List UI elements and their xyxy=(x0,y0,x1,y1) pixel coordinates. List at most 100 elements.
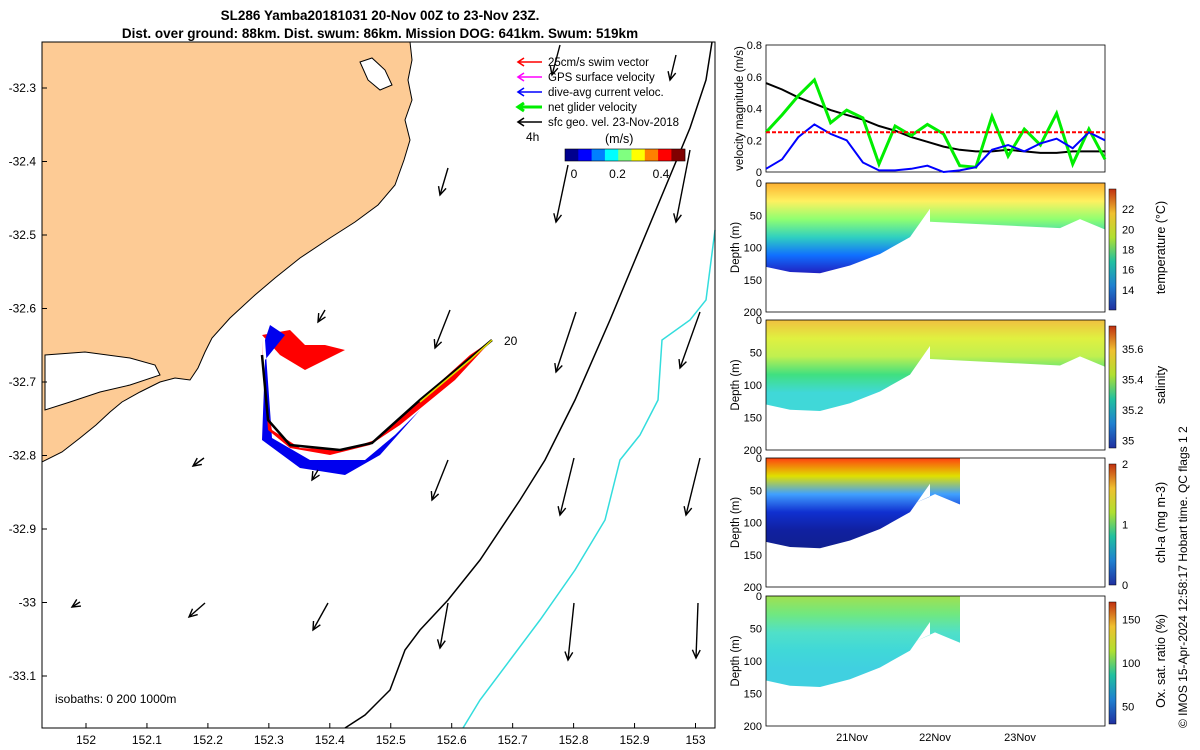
estuary-water xyxy=(44,351,161,411)
legend-arrowhead-1 xyxy=(516,72,525,82)
map-lat-tick-label-0: -32.3 xyxy=(9,81,37,95)
section-colorbar xyxy=(1108,463,1117,586)
section-colorbar-tick-2: 150 xyxy=(1122,614,1140,626)
map-lat-tick-label-6: -32.9 xyxy=(9,522,37,536)
speed-colorbar xyxy=(564,148,686,162)
geostrophic-velocity-arrow-13-head xyxy=(683,506,693,517)
geostrophic-velocity-arrow-9-shaft xyxy=(192,457,205,467)
section-colorbar-tick-0: 35 xyxy=(1122,435,1134,447)
speed-colorbar-tick-1: 0.2 xyxy=(609,167,626,181)
coastal-lake xyxy=(359,57,393,91)
legend-arrowhead-0 xyxy=(516,57,525,67)
legend-label-4: sfc geo. vel. 23-Nov-2018 xyxy=(548,117,679,129)
geostrophic-velocity-arrow-12-shaft xyxy=(559,457,575,516)
geostrophic-velocity-arrow-11-shaft xyxy=(431,459,449,501)
figure-title-line2: Dist. over ground: 88km. Dist. swum: 86k… xyxy=(121,26,639,41)
geostrophic-velocity-arrow-13-shaft xyxy=(685,457,701,516)
geostrophic-velocity-arrow-7-shaft xyxy=(555,311,577,373)
geostrophic-velocity-arrow-15-head xyxy=(187,608,198,619)
geostrophic-velocity-arrow-8-shaft xyxy=(679,311,701,369)
map-lon-tick-label-10: 153 xyxy=(685,733,705,747)
map-lat-tick-label-5: -32.8 xyxy=(9,449,37,463)
map-lat-tick-label-3: -32.6 xyxy=(9,302,37,316)
geostrophic-velocity-arrow-17-head xyxy=(436,639,446,650)
map-lon-tick-label-2: 152.2 xyxy=(193,733,223,747)
time-step-label: 4h xyxy=(526,130,539,144)
geostrophic-velocity-arrow-7 xyxy=(554,311,577,374)
geostrophic-velocity-arrow-19 xyxy=(691,602,701,660)
map-lat-tick-label-2: -32.5 xyxy=(9,228,37,242)
legend-arrowhead-3 xyxy=(515,101,525,113)
map-legend: 25cm/s swim vector GPS surface velocity di… xyxy=(515,57,679,129)
section-panel-frame xyxy=(765,457,1106,588)
section-colorbar-tick-1: 16 xyxy=(1122,265,1134,277)
section-colorbar-label: Ox. sat. ratio (%) xyxy=(1154,614,1168,708)
map-lat-tick-label-4: -32.7 xyxy=(9,375,37,389)
map-lon-tick-label-4: 152.4 xyxy=(315,733,345,747)
glider-track-map: 152 152.1 152.2 152.3 152.4 152.5 152.6 152.7 15… xyxy=(9,41,716,747)
speed-colorbar-swatch-0 xyxy=(565,149,579,161)
section-panel-frame xyxy=(765,182,1106,313)
map-lon-tick-label-1: 152.1 xyxy=(132,733,162,747)
geostrophic-velocity-arrow-18-head xyxy=(564,651,574,662)
section-colorbar-tick-0: 14 xyxy=(1122,285,1134,297)
section-colorbar xyxy=(1108,601,1117,725)
section-colorbar-tick-0: 50 xyxy=(1122,702,1134,714)
section-colorbar-label: chl-a (mg m-3) xyxy=(1154,482,1168,563)
legend-arrowhead-4 xyxy=(516,117,525,127)
speed-colorbar-swatch-3 xyxy=(604,149,619,161)
legend-arrowhead-2 xyxy=(516,87,525,97)
section-colorbar-tick-4: 22 xyxy=(1122,204,1134,216)
geostrophic-velocity-arrow-10-head xyxy=(311,470,320,482)
geostrophic-velocity-arrow-19-head xyxy=(691,649,701,660)
land-mass xyxy=(41,41,413,463)
velocity-series-1 xyxy=(764,77,1107,169)
speed-colorbar-swatch-4 xyxy=(618,149,632,161)
geostrophic-velocity-arrow-5 xyxy=(317,309,326,324)
geostrophic-velocity-arrow-8 xyxy=(678,311,701,370)
geostrophic-velocity-arrow-8-head xyxy=(678,358,687,370)
map-colorbar-unit: (m/s) xyxy=(605,132,633,146)
geostrophic-velocity-arrow-0 xyxy=(549,44,561,77)
geostrophic-velocity-arrow-17 xyxy=(436,602,449,650)
map-lon-tick-label-8: 152.8 xyxy=(559,733,589,747)
speed-colorbar-swatch-2 xyxy=(591,149,606,161)
map-lon-tick-label-6: 152.6 xyxy=(437,733,467,747)
geostrophic-velocity-arrow-11-head xyxy=(430,490,440,502)
section-data-fill xyxy=(766,320,1105,411)
section-colorbar-tick-1: 35.2 xyxy=(1122,405,1143,417)
map-lon-tick-label-3: 152.3 xyxy=(254,733,284,747)
geostrophic-velocity-arrow-4-head xyxy=(673,213,682,224)
geostrophic-velocity-arrow-5-head xyxy=(317,312,326,324)
speed-colorbar-swatch-5 xyxy=(631,149,646,161)
geostrophic-velocity-arrow-0-head xyxy=(549,66,559,77)
latest-track-segment xyxy=(419,339,493,403)
speed-colorbar-swatch-1 xyxy=(578,149,593,161)
geostrophic-velocity-arrow-4 xyxy=(673,149,691,224)
geostrophic-velocity-arrow-6 xyxy=(433,309,451,350)
geostrophic-velocity-arrow-5-shaft xyxy=(317,309,326,323)
isobaths-legend-text: isobaths: 0 200 1000m xyxy=(55,692,176,706)
figure-title-line1: SL286 Yamba20181031 20-Nov 00Z to 23-Nov… xyxy=(220,8,540,23)
section-panel-background xyxy=(766,458,1105,587)
isobath-200m xyxy=(344,41,713,729)
isobath-1000m xyxy=(462,229,716,729)
credit-text: © IMOS 15-Apr-2024 12:58:17 Hobart time.… xyxy=(1176,426,1190,728)
geostrophic-velocity-arrow-10-shaft xyxy=(311,469,319,481)
geostrophic-velocity-arrow-17-shaft xyxy=(439,602,449,649)
geostrophic-velocity-arrow-14-head xyxy=(70,599,82,608)
section-colorbar-tick-1: 1 xyxy=(1122,520,1128,532)
map-lon-tick-label-9: 152.9 xyxy=(620,733,650,747)
geostrophic-velocity-arrow-10 xyxy=(311,469,320,482)
section-data-fill xyxy=(766,596,960,687)
geostrophic-velocity-arrow-14 xyxy=(70,599,82,608)
section-colorbar-label: salinity xyxy=(1154,365,1168,404)
geostrophic-velocity-arrow-9-head xyxy=(191,457,202,467)
speed-colorbar-tick-0: 0 xyxy=(571,167,578,181)
map-lat-tick-label-8: -33.1 xyxy=(9,669,37,683)
geostrophic-velocity-arrow-7-head xyxy=(554,362,563,374)
